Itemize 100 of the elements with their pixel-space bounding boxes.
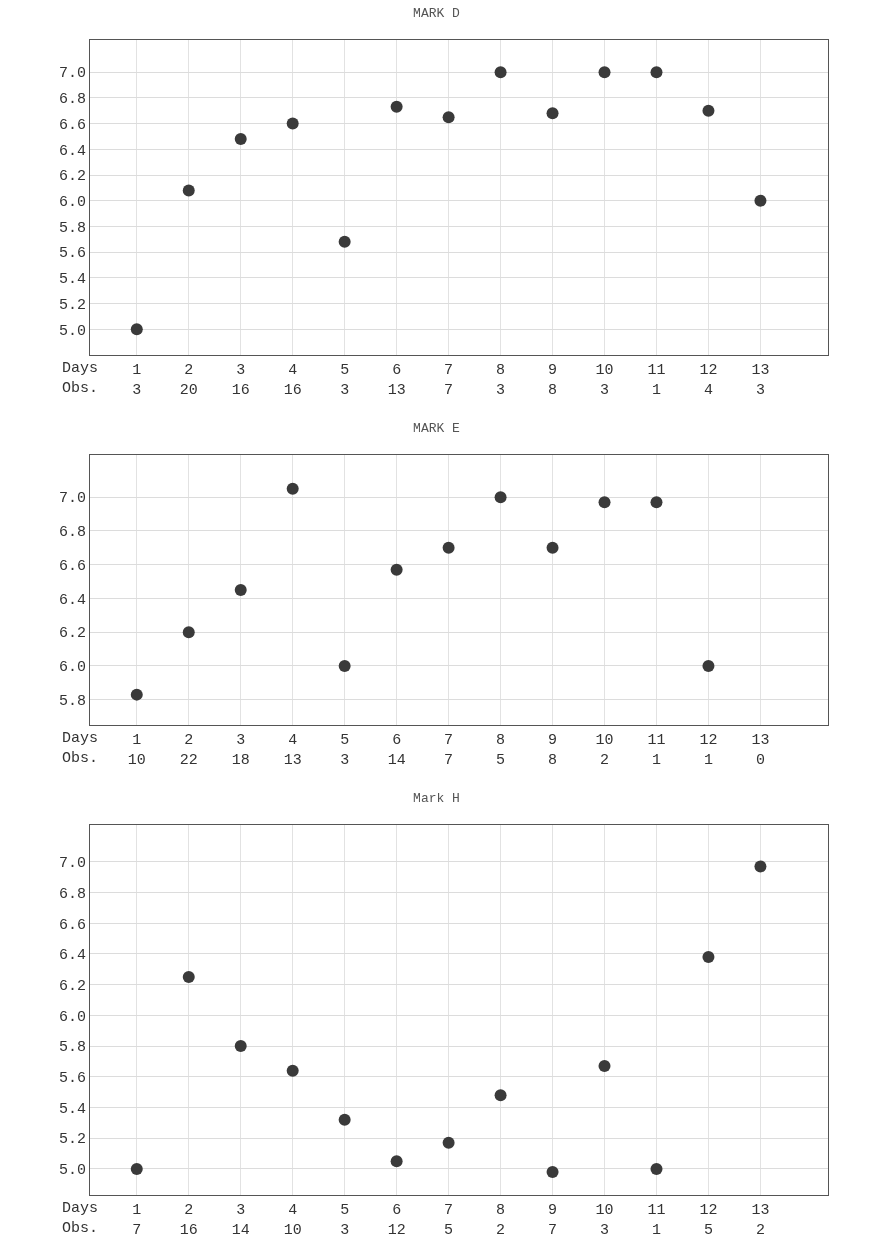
x-tick-label: 7 7 bbox=[444, 362, 454, 399]
y-tick-label: 5.8 bbox=[58, 219, 86, 237]
x-tick-label: 2 22 bbox=[179, 732, 198, 769]
y-tick-label: 6.4 bbox=[58, 591, 86, 609]
point bbox=[130, 323, 143, 336]
y-tick-label: 6.0 bbox=[58, 1008, 86, 1026]
point bbox=[702, 104, 715, 117]
x-tick-label: 7 7 bbox=[444, 732, 454, 769]
point bbox=[390, 563, 403, 576]
x-tick-label: 13 3 bbox=[751, 362, 770, 399]
x-tick-label: 2 20 bbox=[179, 362, 198, 399]
point bbox=[650, 66, 663, 79]
point bbox=[234, 584, 247, 596]
x-tick-label: 4 10 bbox=[283, 1202, 302, 1239]
y-tick-label: 6.0 bbox=[58, 659, 86, 677]
x-tick-label: 5 3 bbox=[340, 362, 350, 399]
y-tick-label: 7.0 bbox=[58, 855, 86, 873]
x-tick-label: 10 3 bbox=[595, 362, 614, 399]
y-tick-label: 6.8 bbox=[58, 524, 86, 542]
x-tick-label: 8 5 bbox=[496, 732, 506, 769]
point bbox=[338, 1113, 351, 1126]
y-tick-label: 5.2 bbox=[58, 296, 86, 314]
point bbox=[442, 541, 455, 554]
y-tick-label: 6.8 bbox=[58, 91, 86, 109]
y-tick-label: 5.2 bbox=[58, 1131, 86, 1149]
y-tick-label: 5.8 bbox=[58, 692, 86, 710]
point bbox=[650, 496, 663, 509]
x-tick-label: 9 7 bbox=[548, 1202, 558, 1239]
point bbox=[286, 482, 299, 495]
y-tick-label: 6.4 bbox=[58, 947, 86, 965]
y-tick-label: 6.0 bbox=[58, 193, 86, 211]
x-tick-label: 3 18 bbox=[231, 732, 250, 769]
x-tick-label: 5 3 bbox=[340, 1202, 350, 1239]
y-tick-label: 5.6 bbox=[58, 1070, 86, 1088]
chart-title: MARK E bbox=[413, 421, 461, 437]
point bbox=[702, 659, 715, 672]
y-tick-label: 5.6 bbox=[58, 245, 86, 263]
x-axis-title: Days Obs. bbox=[62, 1200, 99, 1237]
x-tick-label: 8 2 bbox=[496, 1202, 506, 1239]
x-tick-label: 10 2 bbox=[595, 732, 614, 769]
point bbox=[598, 66, 611, 79]
x-tick-label: 3 16 bbox=[231, 362, 250, 399]
y-tick-label: 5.4 bbox=[58, 1100, 86, 1118]
chart-title: Mark H bbox=[413, 791, 460, 807]
x-tick-label: 12 4 bbox=[699, 362, 718, 399]
point bbox=[182, 970, 195, 983]
y-tick-label: 6.6 bbox=[58, 557, 86, 575]
y-tick-label: 6.2 bbox=[58, 168, 86, 186]
y-tick-label: 6.4 bbox=[58, 142, 86, 160]
x-tick-label: 5 3 bbox=[340, 732, 350, 769]
point bbox=[286, 117, 299, 130]
point bbox=[338, 235, 351, 248]
x-axis-title: Days Obs. bbox=[62, 730, 99, 767]
point bbox=[338, 659, 351, 672]
chart-title: MARK D bbox=[413, 6, 461, 22]
y-tick-label: 5.8 bbox=[58, 1039, 86, 1057]
y-tick-label: 6.8 bbox=[58, 885, 86, 903]
x-tick-label: 9 8 bbox=[548, 362, 558, 399]
point bbox=[234, 133, 247, 145]
x-tick-label: 13 0 bbox=[751, 732, 770, 769]
x-tick-label: 1 7 bbox=[132, 1202, 142, 1239]
x-tick-label: 4 13 bbox=[283, 732, 302, 769]
x-tick-label: 12 1 bbox=[699, 732, 718, 769]
point bbox=[390, 100, 403, 113]
point bbox=[182, 626, 195, 639]
point bbox=[754, 194, 767, 207]
point bbox=[182, 184, 195, 197]
point bbox=[286, 1064, 299, 1077]
x-tick-label: 9 8 bbox=[548, 732, 558, 769]
x-tick-label: 3 14 bbox=[231, 1202, 250, 1239]
x-tick-label: 6 14 bbox=[387, 732, 406, 769]
point bbox=[442, 1136, 455, 1149]
y-tick-label: 6.6 bbox=[58, 116, 86, 134]
x-axis-title: Days Obs. bbox=[62, 360, 99, 397]
x-tick-label: 12 5 bbox=[699, 1202, 718, 1239]
point bbox=[546, 1165, 559, 1178]
y-tick-label: 6.2 bbox=[58, 977, 86, 995]
x-tick-label: 13 2 bbox=[751, 1202, 770, 1239]
y-tick-label: 7.0 bbox=[58, 65, 86, 83]
x-tick-label: 7 5 bbox=[444, 1202, 454, 1239]
x-tick-label: 11 1 bbox=[647, 1202, 666, 1239]
point bbox=[442, 111, 455, 124]
x-tick-label: 4 16 bbox=[283, 362, 302, 399]
x-tick-label: 11 1 bbox=[647, 732, 666, 769]
x-tick-label: 6 12 bbox=[387, 1202, 406, 1239]
point bbox=[598, 1060, 611, 1073]
y-tick-label: 5.0 bbox=[58, 1162, 86, 1180]
point bbox=[234, 1040, 247, 1053]
y-tick-label: 6.6 bbox=[58, 916, 86, 934]
y-tick-label: 5.0 bbox=[58, 322, 86, 340]
point bbox=[702, 951, 715, 964]
point bbox=[598, 496, 611, 509]
point bbox=[130, 1162, 143, 1175]
y-tick-label: 5.4 bbox=[58, 271, 86, 289]
point bbox=[546, 541, 559, 554]
x-tick-label: 1 3 bbox=[132, 362, 142, 399]
y-tick-label: 7.0 bbox=[58, 490, 86, 508]
x-tick-label: 11 1 bbox=[647, 362, 666, 399]
point bbox=[130, 688, 143, 701]
x-tick-label: 8 3 bbox=[496, 362, 506, 399]
